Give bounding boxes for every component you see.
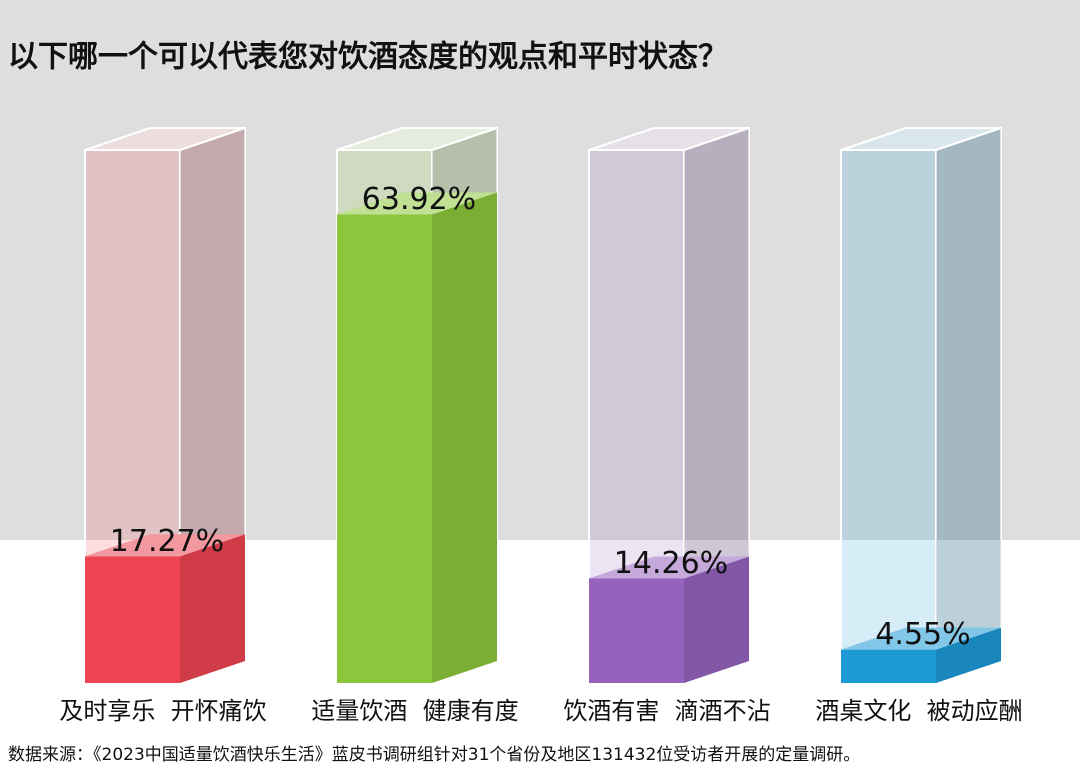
glass-top bbox=[336, 127, 498, 151]
x-tick-label: 适量饮酒 健康有度 bbox=[311, 697, 518, 725]
source-note: 数据来源：《2023中国适量饮酒快乐生活》蓝皮书调研组针对31个省份及地区131… bbox=[8, 745, 860, 765]
value-label: 63.92% bbox=[362, 182, 476, 217]
bar-top bbox=[589, 556, 749, 579]
bar-side-shade bbox=[180, 534, 245, 683]
bar-top bbox=[841, 627, 1001, 650]
bar-side bbox=[936, 627, 1001, 683]
x-tick-label: 饮酒有害 滴酒不沾 bbox=[563, 697, 770, 725]
bar-side-shade bbox=[936, 627, 1001, 683]
bar-top-light bbox=[841, 627, 1001, 650]
glass-top-light bbox=[85, 128, 245, 150]
bar-top-light bbox=[589, 556, 749, 579]
bar-side bbox=[684, 556, 749, 683]
bar-side-shade bbox=[432, 192, 497, 683]
glass-top bbox=[588, 127, 750, 151]
glass-top-light bbox=[337, 128, 497, 150]
bar-top bbox=[85, 534, 245, 557]
bar-front bbox=[337, 214, 432, 683]
glass-top-light bbox=[589, 128, 749, 150]
value-label: 14.26% bbox=[614, 546, 728, 581]
glass-side-shade bbox=[936, 128, 1001, 683]
value-label: 4.55% bbox=[875, 617, 970, 652]
glass-top bbox=[84, 127, 246, 151]
bar-front bbox=[589, 578, 684, 683]
x-tick-label: 及时享乐 开怀痛饮 bbox=[59, 697, 266, 725]
bar-front bbox=[85, 556, 180, 683]
bar-side bbox=[432, 192, 497, 683]
x-tick-label: 酒桌文化 被动应酬 bbox=[815, 697, 1022, 725]
value-label: 17.27% bbox=[110, 524, 224, 559]
bar-top-light bbox=[85, 534, 245, 557]
bar-top bbox=[337, 192, 497, 215]
bar-side bbox=[180, 534, 245, 683]
bar-top-light bbox=[337, 192, 497, 215]
glass-top-light bbox=[841, 128, 1001, 150]
bar-front bbox=[841, 649, 936, 683]
glass-side-shade bbox=[684, 128, 749, 683]
glass-top bbox=[840, 127, 1002, 151]
bar-side-shade bbox=[684, 556, 749, 683]
chart-title: 以下哪一个可以代表您对饮酒态度的观点和平时状态？ bbox=[8, 40, 728, 75]
glass-front bbox=[840, 149, 937, 684]
